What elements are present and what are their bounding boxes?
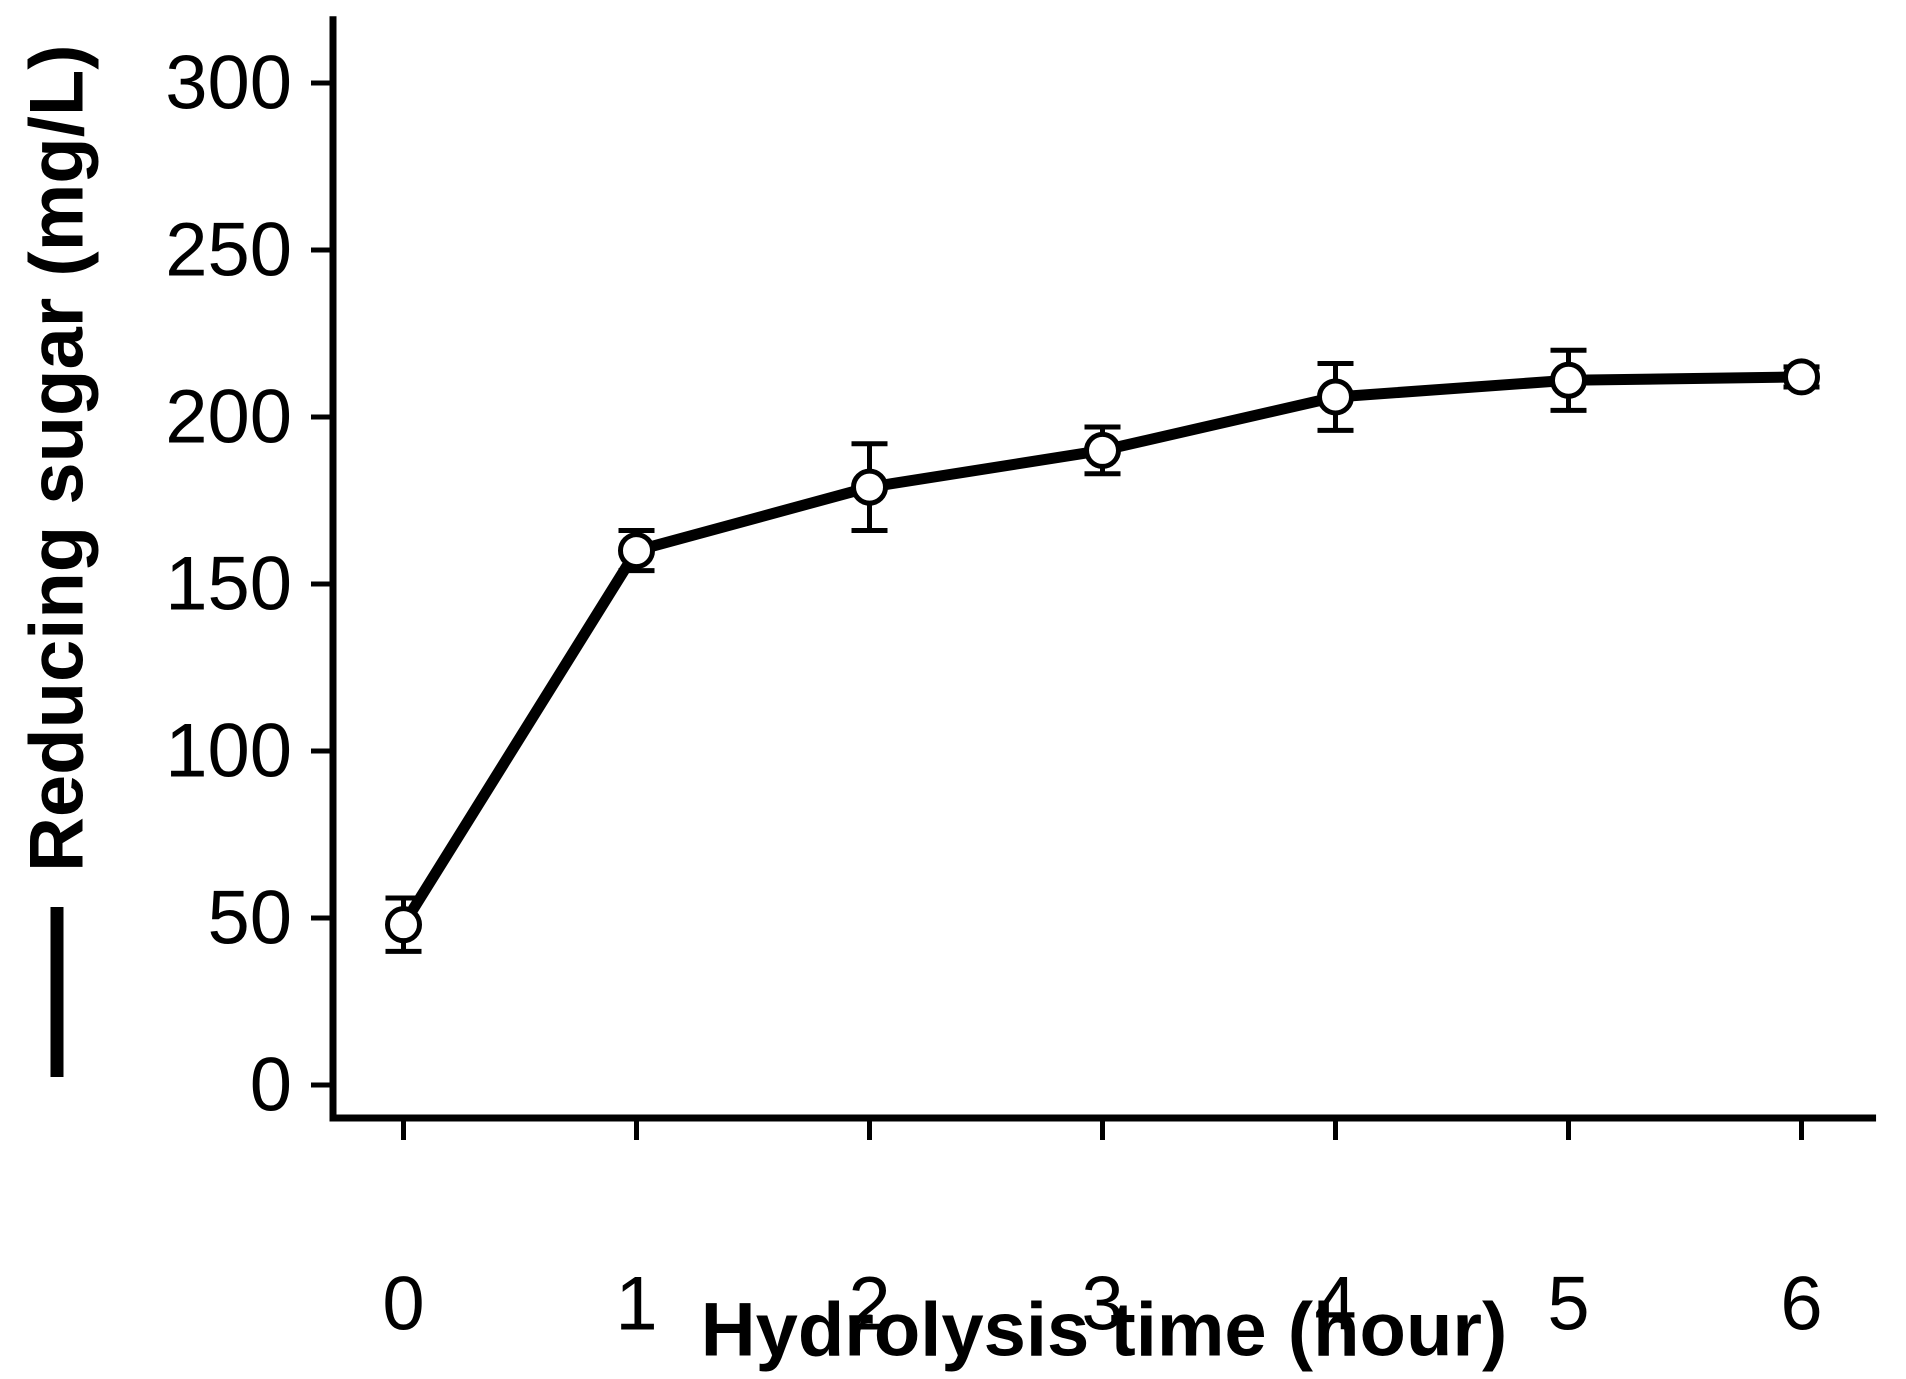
data-point-marker xyxy=(1550,361,1587,399)
y-tick-label: 0 xyxy=(250,1043,292,1128)
x-tick-label: 0 xyxy=(382,1262,424,1347)
data-point-marker xyxy=(1084,431,1121,469)
y-tick-label: 100 xyxy=(165,709,292,794)
y-tick-label: 200 xyxy=(165,375,292,460)
data-point-marker xyxy=(618,532,655,570)
x-tick-label: 3 xyxy=(1081,1262,1123,1347)
y-tick-label: 300 xyxy=(165,41,292,126)
data-point-marker xyxy=(1317,378,1354,416)
x-tick-label: 1 xyxy=(615,1262,657,1347)
data-point-marker xyxy=(1783,358,1820,396)
x-tick-label: 4 xyxy=(1314,1262,1356,1347)
y-tick-label: 50 xyxy=(207,876,292,961)
y-axis-title-group: Reducing sugar (mg/L) xyxy=(15,44,100,1077)
x-tick-label: 6 xyxy=(1780,1262,1822,1347)
data-point-marker xyxy=(851,468,888,506)
x-tick-label: 5 xyxy=(1547,1262,1589,1347)
plot-area: 0 50 100 150 200 250 300 0 1 2 3 4 5 6 xyxy=(165,16,1877,1347)
data-point-marker xyxy=(385,906,422,944)
x-axis-title: Hydrolysis time (hour) xyxy=(701,1288,1508,1373)
y-axis-title: Reducing sugar (mg/L) xyxy=(15,44,100,872)
y-tick-label: 150 xyxy=(165,542,292,627)
x-tick-label: 2 xyxy=(848,1262,890,1347)
y-tick-label: 250 xyxy=(165,208,292,293)
